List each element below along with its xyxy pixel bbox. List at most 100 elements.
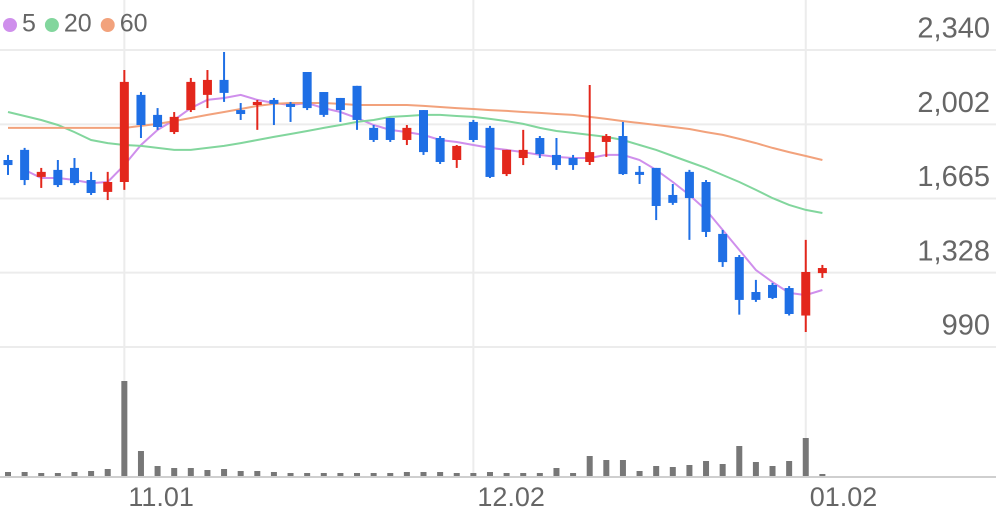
volume-bar: [21, 472, 28, 476]
y-tick-label: 990: [942, 310, 990, 342]
candle-body: [252, 101, 262, 105]
volume-bar: [121, 381, 128, 476]
volume-bar: [669, 467, 676, 476]
volume-bar: [337, 473, 344, 476]
candle-body: [402, 127, 412, 140]
candle-body: [302, 72, 312, 109]
legend-label: 5: [22, 10, 36, 38]
candle-body: [319, 92, 329, 115]
volume-bar: [786, 461, 793, 476]
volume-bar: [636, 471, 643, 476]
x-tick-label: 01.02: [810, 482, 878, 512]
volume-bar: [586, 456, 593, 476]
volume-bar: [38, 473, 45, 476]
volume-bar: [104, 469, 111, 476]
candle-body: [502, 149, 512, 175]
legend-label: 20: [64, 10, 92, 38]
volume-bar: [270, 472, 277, 476]
volume-bar: [204, 470, 211, 476]
volume-bar: [304, 473, 311, 476]
volume-bar: [752, 462, 759, 476]
legend-marker: [3, 18, 17, 32]
candle-body: [236, 110, 246, 115]
candle-body: [352, 85, 362, 120]
volume-bar: [5, 472, 11, 476]
volume-bar: [819, 474, 826, 476]
candle-body: [485, 127, 495, 177]
candle-body: [585, 152, 595, 162]
candle-body: [518, 149, 528, 159]
volume-bar: [603, 460, 610, 476]
candle-body: [768, 284, 778, 298]
volume-bar: [503, 473, 510, 476]
candle-body: [535, 138, 545, 155]
volume-bar: [719, 464, 726, 476]
candle-body: [20, 149, 30, 181]
x-tick-label: 12.02: [477, 482, 545, 512]
volume-bar: [553, 468, 560, 476]
candle-body: [734, 257, 744, 300]
volume-bar: [653, 466, 660, 476]
candle-body: [684, 171, 694, 199]
volume-bar: [619, 460, 626, 476]
volume-bar: [54, 473, 61, 476]
legend-marker: [44, 18, 59, 32]
volume-bar: [254, 471, 261, 476]
candle-body: [601, 136, 611, 142]
volume-bar: [154, 466, 161, 476]
volume-bar: [320, 473, 327, 476]
y-tick-label: 1,665: [917, 161, 990, 193]
volume-bar: [536, 473, 543, 476]
candle-body: [86, 180, 96, 193]
volume-bar: [403, 472, 410, 476]
candle-body: [651, 167, 661, 206]
volume-bar: [736, 446, 743, 476]
volume-bar: [71, 472, 78, 476]
candle-body: [369, 127, 379, 140]
candle-body: [452, 145, 462, 160]
volume-bar: [287, 473, 294, 476]
candle-body: [817, 268, 827, 274]
volume-bar: [88, 471, 95, 476]
volume-bar: [354, 473, 361, 476]
legend-marker: [100, 18, 115, 32]
candle-body: [718, 233, 728, 263]
candle-body: [286, 103, 296, 107]
candle-body: [551, 154, 561, 166]
ma-line: [7, 111, 823, 214]
volume-bar: [486, 472, 493, 476]
candle-body: [136, 94, 146, 126]
candle-body: [36, 171, 46, 177]
candle-body: [69, 167, 79, 184]
volume-bar: [420, 472, 427, 476]
candle-body: [186, 81, 196, 111]
candle-body: [701, 182, 711, 232]
candle-body: [153, 114, 163, 127]
volume-bar: [520, 473, 527, 476]
volume-bar: [686, 465, 693, 476]
candle-body: [568, 158, 578, 166]
volume-bar: [221, 469, 228, 476]
candle-body: [801, 271, 811, 316]
volume-bar: [470, 473, 477, 476]
volume-bar: [802, 438, 809, 476]
volume-bar: [570, 473, 577, 476]
legend-label: 60: [120, 10, 148, 38]
candle-body: [103, 182, 113, 192]
y-tick-label: 2,340: [917, 13, 990, 45]
volume-bar: [370, 473, 377, 476]
candle-body: [169, 116, 179, 133]
candle-body: [668, 194, 678, 203]
volume-bar: [437, 472, 444, 476]
candle-body: [119, 81, 129, 182]
candle-body: [269, 99, 279, 104]
x-tick-label: 11.01: [128, 482, 194, 512]
volume-bar: [187, 468, 194, 476]
candle-body: [618, 136, 628, 175]
candle-body: [468, 121, 478, 140]
candle-body: [219, 79, 229, 93]
volume-bar: [237, 471, 244, 476]
candle-body: [385, 117, 395, 140]
candle-body: [784, 288, 794, 314]
volume-bar: [703, 461, 710, 476]
